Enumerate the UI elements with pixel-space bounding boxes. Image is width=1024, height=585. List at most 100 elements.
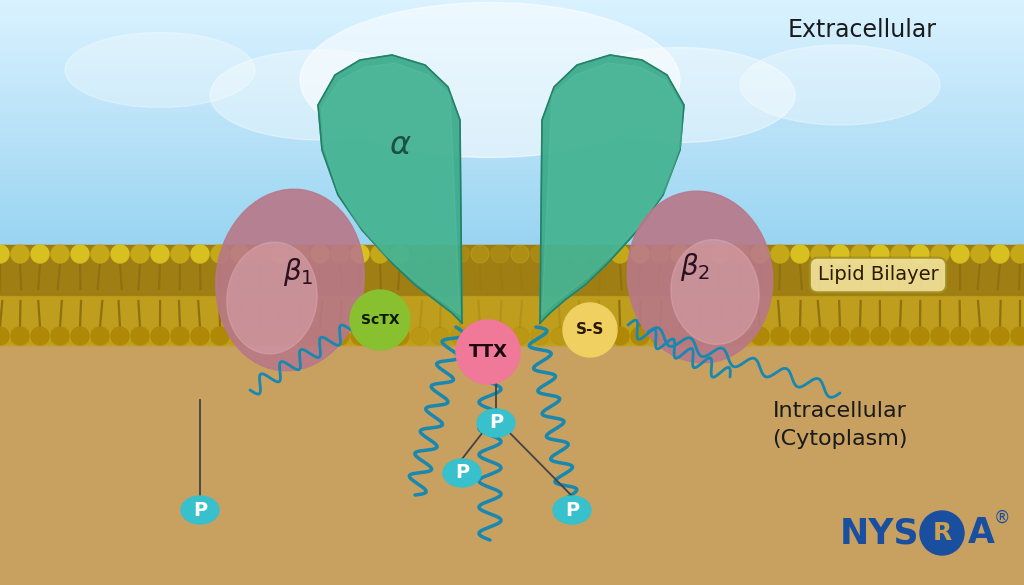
Bar: [0, 170, 1024, 175]
Circle shape: [251, 245, 269, 263]
Bar: [0, 4, 1024, 11]
Circle shape: [911, 327, 929, 345]
Circle shape: [671, 327, 689, 345]
Bar: [0, 144, 1024, 150]
Bar: [0, 128, 1024, 135]
Ellipse shape: [216, 189, 365, 371]
Ellipse shape: [227, 242, 317, 354]
Circle shape: [911, 245, 929, 263]
Text: NYSO: NYSO: [840, 516, 949, 550]
Bar: [0, 185, 1024, 191]
Bar: [0, 299, 1024, 305]
Circle shape: [291, 327, 309, 345]
Circle shape: [211, 327, 229, 345]
Circle shape: [231, 327, 249, 345]
Circle shape: [91, 327, 109, 345]
Circle shape: [191, 245, 209, 263]
Circle shape: [851, 327, 869, 345]
Text: Extracellular: Extracellular: [787, 18, 937, 42]
Circle shape: [151, 245, 169, 263]
Bar: [0, 82, 1024, 88]
Circle shape: [350, 290, 410, 350]
Circle shape: [851, 245, 869, 263]
Bar: [0, 113, 1024, 119]
Bar: [0, 247, 1024, 253]
Bar: [0, 77, 1024, 82]
Circle shape: [351, 327, 369, 345]
Bar: [0, 295, 1024, 345]
Circle shape: [311, 245, 329, 263]
Circle shape: [11, 327, 29, 345]
Circle shape: [191, 327, 209, 345]
Circle shape: [511, 245, 529, 263]
Circle shape: [531, 327, 549, 345]
Text: $\beta_1$: $\beta_1$: [283, 256, 313, 288]
Bar: [0, 46, 1024, 51]
Circle shape: [511, 327, 529, 345]
Circle shape: [811, 327, 829, 345]
Bar: [0, 56, 1024, 62]
Bar: [0, 0, 1024, 5]
Circle shape: [51, 327, 69, 345]
Bar: [0, 71, 1024, 77]
Circle shape: [111, 245, 129, 263]
Circle shape: [651, 245, 669, 263]
Circle shape: [891, 245, 909, 263]
Circle shape: [571, 245, 589, 263]
Circle shape: [171, 327, 189, 345]
Ellipse shape: [477, 409, 515, 437]
Ellipse shape: [628, 191, 773, 363]
Ellipse shape: [671, 240, 759, 345]
Bar: [0, 51, 1024, 57]
Circle shape: [231, 245, 249, 263]
Circle shape: [31, 245, 49, 263]
Circle shape: [331, 245, 349, 263]
Text: S-S: S-S: [575, 322, 604, 338]
Bar: [0, 190, 1024, 197]
Circle shape: [11, 245, 29, 263]
Circle shape: [71, 327, 89, 345]
Text: P: P: [565, 501, 579, 519]
Circle shape: [871, 245, 889, 263]
Bar: [0, 25, 1024, 31]
Circle shape: [471, 245, 489, 263]
Circle shape: [311, 327, 329, 345]
Circle shape: [631, 327, 649, 345]
Bar: [0, 87, 1024, 93]
Bar: [0, 201, 1024, 207]
Circle shape: [951, 245, 969, 263]
Circle shape: [691, 245, 709, 263]
Circle shape: [271, 327, 289, 345]
Circle shape: [811, 245, 829, 263]
Ellipse shape: [300, 2, 680, 157]
Bar: [0, 92, 1024, 98]
Bar: [0, 20, 1024, 26]
Text: R: R: [933, 521, 951, 545]
Circle shape: [951, 327, 969, 345]
Circle shape: [731, 327, 749, 345]
Bar: [0, 97, 1024, 104]
Bar: [0, 9, 1024, 15]
Text: A: A: [968, 516, 995, 550]
Circle shape: [891, 327, 909, 345]
Circle shape: [51, 245, 69, 263]
Circle shape: [563, 303, 617, 357]
Circle shape: [771, 327, 790, 345]
Circle shape: [611, 245, 629, 263]
Bar: [0, 294, 1024, 300]
Circle shape: [691, 327, 709, 345]
Bar: [0, 216, 1024, 222]
Circle shape: [991, 327, 1009, 345]
Bar: [0, 108, 1024, 113]
Text: ®: ®: [993, 509, 1011, 527]
Text: $\alpha$: $\alpha$: [389, 129, 412, 160]
Circle shape: [331, 327, 349, 345]
Bar: [0, 15, 1024, 20]
Bar: [0, 304, 1024, 310]
Circle shape: [431, 327, 449, 345]
Bar: [0, 252, 1024, 259]
Bar: [0, 245, 1024, 345]
Text: Intracellular
(Cytoplasm): Intracellular (Cytoplasm): [772, 401, 907, 449]
Bar: [0, 40, 1024, 46]
Circle shape: [490, 327, 509, 345]
